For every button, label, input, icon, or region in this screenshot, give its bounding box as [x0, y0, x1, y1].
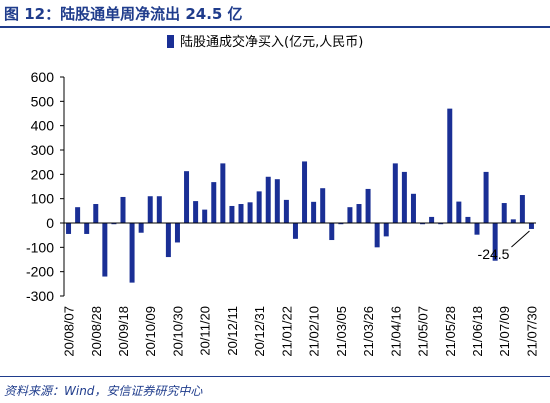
bar — [374, 223, 380, 248]
x-tick-label: 20/08/28 — [89, 306, 104, 357]
y-tick-label: 200 — [31, 166, 55, 182]
bar — [66, 223, 72, 234]
bar — [311, 201, 317, 223]
y-tick-label: 600 — [31, 69, 55, 85]
y-tick-label: 500 — [31, 93, 55, 109]
bar — [120, 196, 126, 223]
y-tick-label: 100 — [31, 191, 55, 207]
bar — [84, 223, 90, 234]
title-bar: 图 12：陆股通单周净流出 24.5 亿 — [0, 0, 550, 28]
bar — [510, 219, 516, 223]
legend-swatch — [167, 35, 174, 48]
bar — [184, 171, 190, 223]
bar — [456, 201, 462, 223]
y-tick-label: 0 — [46, 215, 54, 231]
bar — [156, 196, 162, 223]
x-tick-label: 21/01/22 — [279, 306, 294, 357]
bar — [465, 216, 471, 223]
bar — [93, 204, 99, 223]
bar — [302, 161, 308, 223]
y-tick-label: 400 — [31, 118, 55, 134]
y-tick-label: -200 — [26, 264, 54, 280]
bar — [447, 108, 453, 223]
bar — [193, 201, 199, 223]
bar — [474, 223, 480, 235]
bar — [320, 188, 326, 223]
bar — [501, 203, 507, 223]
x-tick-label: 21/02/10 — [307, 306, 322, 357]
figure-title: 图 12：陆股通单周净流出 24.5 亿 — [4, 5, 243, 23]
bar — [220, 163, 226, 223]
bar — [338, 223, 344, 225]
y-tick-label: 300 — [31, 142, 55, 158]
figure-source: 资料来源：Wind，安信证券研究中心 — [4, 384, 203, 398]
bar — [102, 223, 108, 277]
y-tick-label: -100 — [26, 239, 54, 255]
annotation-leader — [511, 230, 530, 248]
bar-chart: 陆股通成交净买入(亿元,人民币) -300 -200 -100 0 100 200 300 40… — [26, 34, 539, 357]
legend-label: 陆股通成交净买入(亿元,人民币) — [180, 34, 363, 50]
bar — [347, 207, 353, 223]
bar — [329, 223, 335, 241]
bar — [238, 204, 244, 223]
bar — [147, 196, 153, 223]
x-tick-label: 20/10/09 — [143, 306, 158, 357]
bar — [165, 223, 171, 258]
bar — [410, 193, 416, 223]
bar — [528, 223, 534, 229]
x-tick-label: 21/03/05 — [334, 306, 349, 357]
bar — [429, 216, 435, 223]
bar — [247, 202, 253, 223]
bar — [129, 223, 135, 283]
bar — [292, 223, 298, 239]
bar — [265, 176, 271, 223]
bar — [438, 223, 444, 225]
x-tick-label: 21/04/16 — [388, 306, 403, 357]
source-bar: 资料来源：Wind，安信证券研究中心 — [0, 376, 550, 403]
bar — [401, 171, 407, 223]
bar — [383, 223, 389, 237]
bar — [392, 163, 398, 223]
bar — [256, 191, 262, 223]
x-tick-label: 21/07/30 — [524, 306, 539, 357]
bar — [229, 205, 235, 223]
bar — [519, 195, 525, 223]
y-tick-label: -300 — [26, 288, 54, 304]
x-tick-label: 20/12/31 — [252, 306, 267, 357]
x-tick-label: 21/06/18 — [470, 306, 485, 357]
x-tick-label: 20/12/11 — [225, 306, 240, 356]
annotation-label: -24.5 — [478, 246, 510, 262]
x-tick-label: 21/03/26 — [361, 306, 376, 357]
bar — [174, 223, 180, 243]
bar — [138, 223, 144, 233]
bar — [483, 171, 489, 223]
bar — [111, 223, 117, 225]
x-tick-label: 20/10/30 — [170, 306, 185, 357]
x-tick-label: 20/08/07 — [62, 306, 77, 357]
x-tick-label: 20/09/18 — [116, 306, 131, 357]
x-tick-label: 21/07/09 — [497, 306, 512, 357]
bar — [492, 223, 498, 261]
x-tick-label: 20/11/20 — [198, 306, 213, 356]
bar — [283, 199, 289, 223]
bar — [211, 182, 217, 223]
x-tick-label: 21/05/28 — [443, 306, 458, 357]
bar — [75, 207, 81, 223]
bar — [274, 179, 280, 223]
bar — [356, 204, 362, 223]
bar — [420, 223, 426, 225]
x-tick-label: 21/05/07 — [416, 306, 431, 357]
bar — [202, 209, 208, 223]
bar — [365, 188, 371, 223]
